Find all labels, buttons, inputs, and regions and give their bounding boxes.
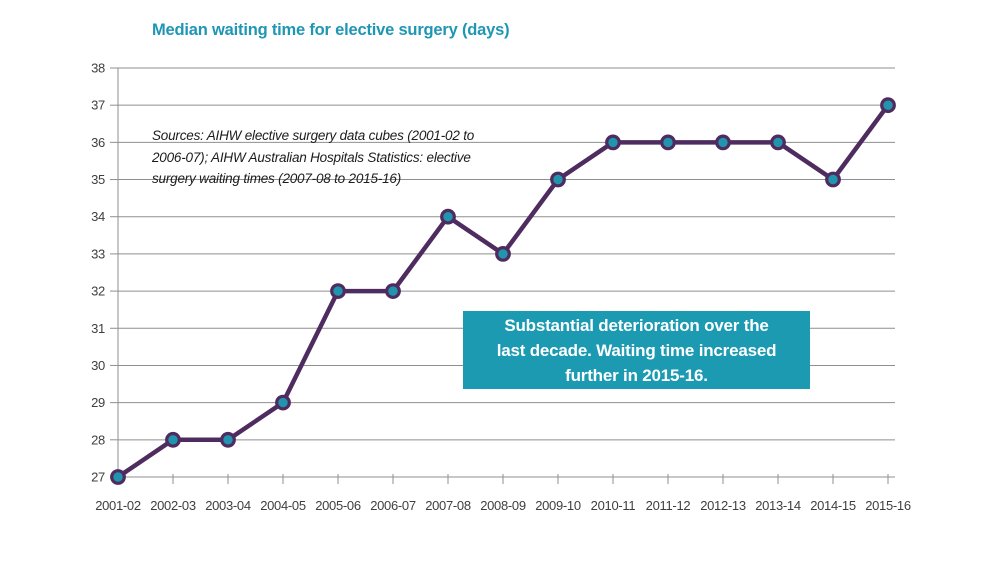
data-point: [715, 134, 731, 151]
data-point: [550, 171, 566, 188]
data-point: [165, 431, 181, 448]
x-tick-label: 2002-03: [150, 498, 196, 513]
x-tick-label: 2007-08: [425, 498, 471, 513]
y-tick-label: 33: [91, 246, 105, 261]
data-point: [825, 171, 841, 188]
y-tick-label: 34: [91, 209, 105, 224]
data-point: [660, 134, 676, 151]
x-tick-label: 2004-05: [260, 498, 306, 513]
x-tick-label: 2010-11: [591, 498, 636, 513]
y-tick-label: 30: [91, 358, 105, 373]
x-tick-label: 2006-07: [370, 498, 416, 513]
y-tick-label: 31: [91, 321, 105, 336]
data-point: [495, 245, 511, 262]
x-tick-label: 2001-02: [95, 498, 141, 513]
source-note: Sources: AIHW elective surgery data cube…: [152, 128, 475, 186]
x-tick-label: 2012-13: [700, 498, 746, 513]
y-tick-label: 32: [91, 284, 105, 299]
data-point: [770, 134, 786, 151]
y-tick-label: 28: [91, 432, 105, 447]
y-tick-label: 29: [91, 395, 105, 410]
data-point: [110, 469, 126, 485]
callout-text: Substantial deterioration over the last …: [496, 315, 777, 385]
y-tick-label: 37: [91, 98, 105, 113]
x-tick-label: 2009-10: [535, 498, 581, 513]
x-tick-label: 2013-14: [755, 498, 801, 513]
y-tick-label: 27: [91, 470, 105, 485]
x-tick-label: 2014-15: [810, 498, 856, 513]
data-point: [330, 283, 346, 300]
y-tick-label: 36: [91, 135, 105, 150]
x-tick-label: 2003-04: [205, 498, 251, 513]
y-tick-label: 38: [91, 61, 105, 76]
x-tick-label: 2008-09: [480, 498, 526, 513]
x-tick-label: 2015-16: [865, 498, 911, 513]
x-tick-label: 2011-12: [646, 498, 691, 513]
data-point: [275, 394, 291, 411]
y-tick-label: 35: [91, 172, 105, 187]
x-tick-label: 2005-06: [315, 498, 361, 513]
data-point: [605, 134, 621, 151]
data-point: [880, 97, 896, 114]
data-point: [440, 208, 456, 225]
callout-box: Substantial deterioration over the last …: [463, 311, 810, 389]
data-point: [220, 431, 236, 448]
data-point: [385, 283, 401, 300]
chart-title: Median waiting time for elective surgery…: [152, 21, 510, 39]
